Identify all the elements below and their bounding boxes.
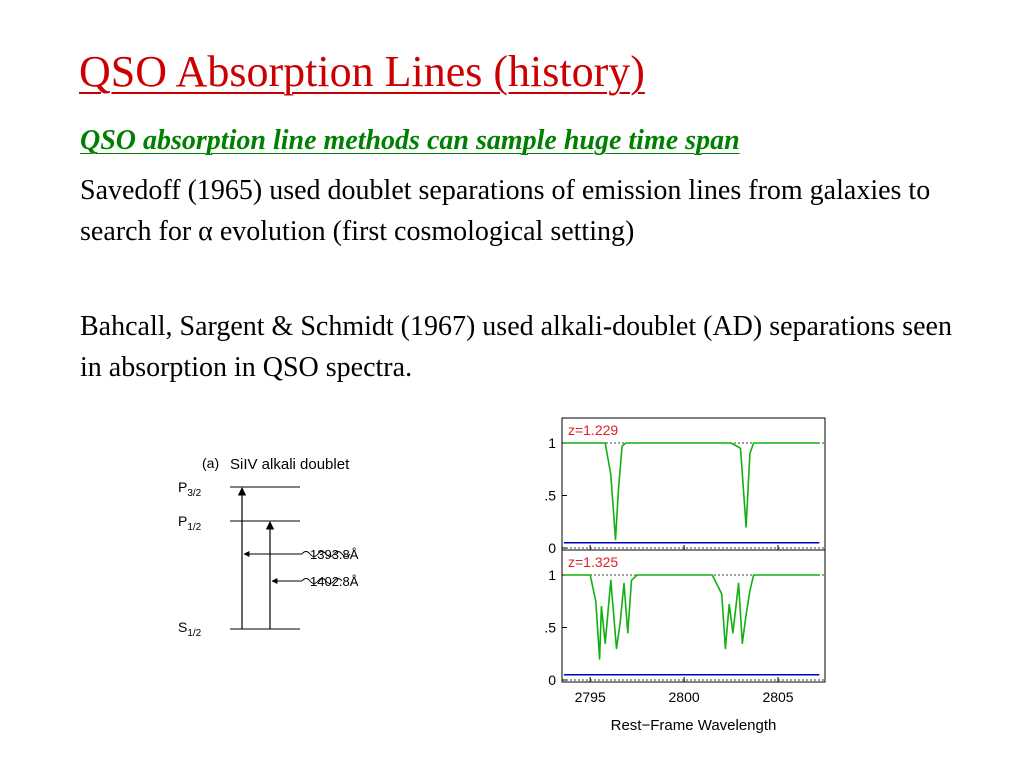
photon-wave-1 [301, 551, 351, 557]
redshift-label: z=1.325 [568, 554, 618, 570]
level-s12-sub: 1/2 [187, 628, 201, 639]
y-tick-label: 1 [548, 567, 556, 583]
paragraph-bahcall: Bahcall, Sargent & Schmidt (1967) used a… [80, 311, 952, 383]
flux-spectrum-line [563, 574, 820, 660]
y-tick-label: 1 [548, 435, 556, 451]
level-s12-label: S1/2 [178, 619, 202, 639]
diagram-panel-tag: (a) [202, 455, 219, 471]
paragraph-savedoff-text: Savedoff (1965) used doublet separations… [80, 175, 931, 247]
level-p12-sub: 1/2 [187, 522, 201, 533]
x-tick-label: 2795 [575, 689, 606, 705]
level-p32-sub: 3/2 [187, 488, 201, 499]
level-s12-term: S [178, 619, 187, 635]
energy-diagram-svg: (a) SiIV alkali doublet P3/2 P1/2 S1/2 1… [178, 455, 359, 639]
slide-title: QSO Absorption Lines (history) [79, 47, 645, 96]
x-axis-label: Rest−Frame Wavelength [611, 717, 777, 734]
level-p12-term: P [178, 513, 187, 529]
diagram-title: SiIV alkali doublet [230, 456, 350, 473]
y-tick-label: 0 [548, 540, 556, 556]
spectrum-chart-svg: 0 .5 1 z=1.229 0 .5 1 z=1.325 2795 2800 2805 Rest−F… [544, 417, 826, 734]
redshift-label: z=1.229 [568, 422, 618, 438]
y-tick-label: .5 [544, 620, 556, 636]
alpha-symbol: α [198, 216, 213, 247]
slide-subtitle: QSO absorption line methods can sample h… [80, 125, 740, 156]
x-tick-label: 2805 [762, 689, 793, 705]
siiv-energy-diagram: (a) SiIV alkali doublet P3/2 P1/2 S1/2 1… [170, 448, 410, 643]
flux-spectrum-line [563, 442, 820, 541]
level-p32-label: P3/2 [178, 479, 202, 499]
level-p32-term: P [178, 479, 187, 495]
panel-frame [561, 549, 826, 683]
transition-label-2: 1402.8Å [310, 574, 359, 589]
photon-wave-2 [301, 578, 343, 584]
paragraph-savedoff-tail: evolution (first cosmological setting) [212, 216, 635, 247]
transition-label-1: 1393.8Å [310, 547, 359, 562]
y-tick-label: 0 [548, 672, 556, 688]
x-tick-label: 2800 [669, 689, 700, 705]
qso-spectrum-chart: 0 .5 1 z=1.229 0 .5 1 z=1.325 2795 2800 2805 Rest−F… [520, 410, 840, 745]
paragraph-savedoff: Savedoff (1965) used doublet separations… [80, 170, 960, 252]
level-p12-label: P1/2 [178, 513, 202, 533]
y-tick-label: .5 [544, 488, 556, 504]
